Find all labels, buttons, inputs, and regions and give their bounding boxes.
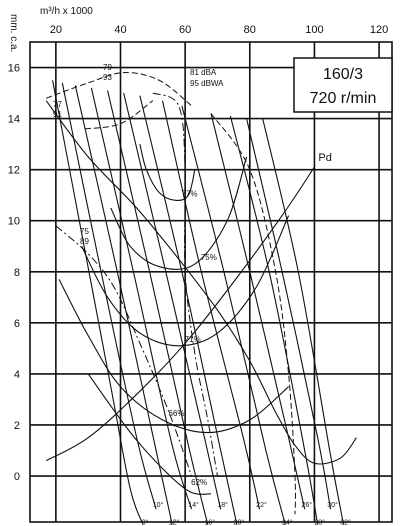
blade-angle-label: 22°	[256, 501, 267, 509]
blade-angle-label: 14°	[188, 501, 199, 509]
blade-curve-20deg	[139, 95, 238, 525]
blade-angle-label: 12°	[169, 519, 180, 526]
noise-line-4	[210, 113, 296, 515]
blade-angle-label: 18°	[217, 501, 228, 509]
blade-angle-label: 16°	[204, 519, 215, 526]
efficiency-label: 71%	[185, 335, 201, 344]
efficiency-label: 62%	[191, 478, 207, 487]
noise-line-0	[84, 100, 154, 130]
blade-curve-16deg	[107, 90, 209, 525]
model-box-frame	[293, 57, 393, 113]
blade-curve-14deg	[90, 87, 193, 510]
blade-angle-label: 8°	[142, 519, 149, 526]
blade-angle-label: 30°	[327, 501, 338, 509]
noise-93-label: 93	[103, 73, 112, 82]
y-tick-label: 16	[8, 63, 20, 75]
y-tick-label: 2	[14, 420, 20, 432]
system-curve-label: Pd	[318, 152, 331, 164]
efficiency-label: 75%	[201, 253, 217, 262]
noise-89-label: 89	[80, 237, 89, 246]
x-tick-label: 20	[50, 24, 62, 36]
blade-curve-10deg	[61, 82, 157, 510]
y-tick-label: 12	[8, 165, 20, 177]
x-tick-label: 100	[305, 24, 323, 36]
efficiency-contours: 77% 75% 71% 66% 62%	[45, 100, 357, 495]
y-tick-label: 8	[14, 267, 20, 279]
efficiency-label: 77%	[181, 189, 197, 198]
noise-91-label: 91	[53, 110, 62, 119]
blade-curve-30deg	[246, 118, 332, 510]
blade-angle-label: 26°	[301, 501, 312, 509]
efficiency-contour-66pct	[58, 279, 289, 434]
noise-line-1	[152, 92, 218, 477]
grid	[29, 41, 393, 523]
x-tick-labels: 20 40 60 80 100 120	[50, 24, 389, 36]
y-tick-label: 4	[14, 369, 20, 381]
y-tick-label: 6	[14, 318, 20, 330]
efficiency-contour-62pct	[87, 373, 212, 495]
y-tick-label: 14	[8, 114, 20, 126]
blade-angle-label: 20°	[234, 519, 245, 526]
efficiency-contour-77pct	[139, 143, 196, 201]
y-axis-title: mm. c.a.	[8, 14, 19, 52]
blade-curve-22deg	[161, 100, 261, 510]
y-tick-label: 0	[14, 471, 20, 483]
efficiency-outer-boundary	[45, 100, 357, 465]
efficiency-label: 66%	[169, 409, 185, 418]
blade-angle-curves: 8° 10° 12° 14° 16° 18° 20° 22° 24° 26° 28° 30° 32°	[52, 80, 351, 526]
noise-lines	[46, 72, 296, 515]
efficiency-contour-71pct	[81, 215, 290, 347]
blade-angle-label: 24°	[282, 519, 293, 526]
noise-79-label: 79	[103, 63, 112, 72]
noise-81-label: 81 dBA	[190, 68, 217, 77]
blade-curve-18deg	[123, 92, 222, 510]
noise-line-2	[46, 72, 192, 107]
x-tick-label: 80	[244, 24, 256, 36]
noise-annotations: 81 dBA 95 dBWA 79 93 77 91 75 89	[53, 63, 224, 246]
blade-curve-32deg	[262, 118, 345, 525]
x-tick-label: 120	[370, 24, 388, 36]
blade-angle-label: 32°	[340, 519, 351, 526]
blade-angle-label: 28°	[314, 519, 325, 526]
system-curve: Pd	[45, 152, 332, 462]
efficiency-contour-75pct	[110, 156, 248, 270]
noise-77-label: 77	[53, 100, 62, 109]
blade-curve-12deg	[74, 85, 173, 525]
x-axis-title: m³/h x 1000	[40, 6, 93, 17]
noise-95-label: 95 dBWA	[190, 79, 224, 88]
noise-75-label: 75	[80, 227, 89, 236]
y-tick-label: 10	[8, 216, 20, 228]
blade-curve-8deg	[52, 80, 144, 525]
system-curve-pd	[45, 166, 315, 462]
blade-curve-28deg	[229, 115, 319, 525]
blade-curve-26deg	[210, 113, 306, 510]
model-label: 160/3	[323, 66, 363, 83]
y-tick-labels: 0 2 4 6 8 10 12 14 16	[8, 63, 20, 484]
x-tick-label: 60	[179, 24, 191, 36]
blade-angle-label: 10°	[153, 501, 164, 509]
x-tick-label: 40	[114, 24, 126, 36]
speed-label: 720 r/min	[310, 90, 377, 107]
blade-curve-24deg	[181, 105, 286, 525]
model-box: 160/3 720 r/min	[293, 57, 393, 113]
plot-frame	[29, 41, 393, 523]
